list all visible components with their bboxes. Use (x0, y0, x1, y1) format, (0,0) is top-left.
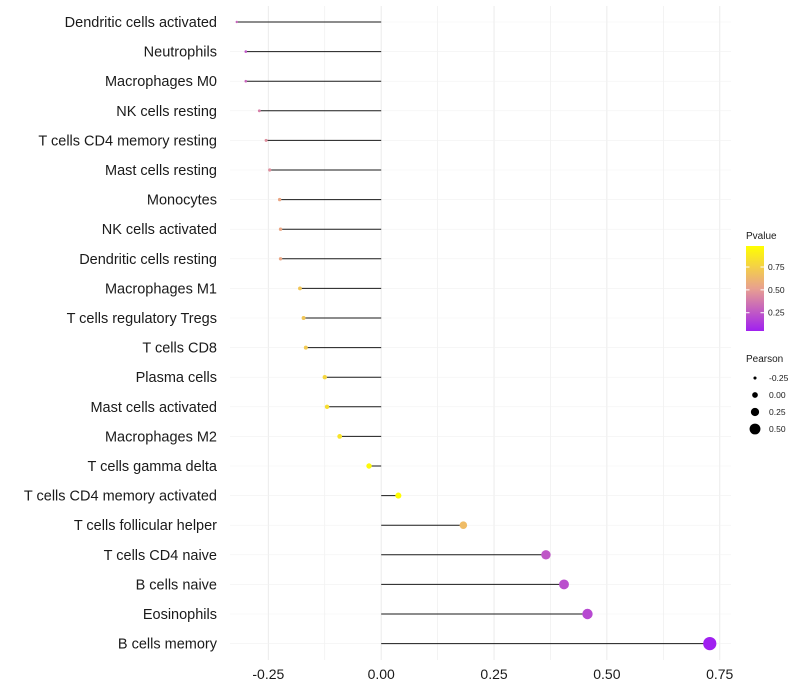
x-tick-label: 0.75 (706, 666, 733, 682)
lollipop-point (235, 20, 238, 24)
lollipop-point (268, 168, 272, 172)
lollipop-point (277, 197, 282, 202)
category-label: T cells regulatory Tregs (67, 311, 217, 327)
category-label: T cells follicular helper (74, 518, 217, 534)
category-label: NK cells activated (102, 222, 217, 238)
colorbar-tick-label: 0.50 (768, 285, 785, 295)
category-label: B cells memory (118, 637, 218, 653)
size-legend-label: -0.25 (769, 373, 789, 383)
lollipop-point (278, 257, 283, 261)
lollipop-point (322, 375, 327, 380)
lollipop-points (235, 20, 717, 651)
size-legend-key (749, 423, 761, 435)
lollipop-point (366, 463, 372, 469)
pearson-legend: Pearson -0.25 0.00 0.25 0.50 (746, 354, 789, 435)
lollipop-point (257, 109, 261, 113)
lollipop-point (324, 404, 330, 410)
lollipop-point (244, 79, 248, 83)
size-legend-label: 0.50 (769, 424, 786, 434)
lollipop-point (337, 434, 343, 439)
x-tick-label: -0.25 (252, 666, 284, 682)
category-label: Dendritic cells activated (65, 15, 217, 31)
category-label: T cells CD4 naive (104, 548, 217, 564)
category-label: NK cells resting (116, 104, 217, 120)
category-label: T cells CD4 memory activated (24, 489, 217, 505)
x-tick-label: 0.25 (480, 666, 507, 682)
lollipop-point (559, 579, 569, 590)
category-label: T cells CD4 memory resting (38, 133, 217, 149)
x-tick-label: 0.00 (368, 666, 395, 682)
colorbar-tick-label: 0.25 (768, 308, 785, 318)
lollipop-point (582, 608, 593, 620)
category-label: Macrophages M1 (105, 281, 217, 297)
category-label: Macrophages M0 (105, 74, 217, 90)
category-label: Macrophages M2 (105, 429, 217, 445)
size-legend-key (752, 392, 758, 398)
grid-lines (230, 6, 731, 660)
category-label: B cells naive (136, 577, 217, 593)
category-label: Plasma cells (136, 370, 217, 386)
pvalue-colorbar (746, 246, 764, 331)
category-label: T cells gamma delta (88, 459, 218, 475)
category-label: Mast cells activated (90, 400, 217, 416)
lollipop-point (278, 227, 283, 231)
category-label: Mast cells resting (105, 163, 217, 179)
size-legend-key (753, 376, 757, 380)
lollipop-point (395, 492, 402, 499)
pearson-legend-title: Pearson (746, 354, 783, 365)
category-label: Monocytes (147, 193, 217, 209)
size-legend-label: 0.00 (769, 390, 786, 400)
pvalue-legend: Pvalue 0.75 0.50 0.25 (746, 231, 785, 331)
size-legend-key (750, 407, 760, 417)
lollipop-point (298, 286, 302, 291)
lollipop-point (303, 345, 308, 350)
colorbar-tick-label: 0.75 (768, 262, 785, 272)
category-labels: Dendritic cells activated Neutrophils Macr… (24, 15, 218, 653)
category-label: T cells CD8 (142, 341, 217, 357)
lollipop-segments (236, 21, 710, 645)
lollipop-point (301, 316, 306, 320)
x-tick-label: 0.50 (593, 666, 620, 682)
lollipop-point (703, 637, 717, 651)
lollipop-point (264, 138, 268, 142)
lollipop-point (459, 521, 468, 529)
lollipop-point (541, 550, 551, 560)
lollipop-point (244, 50, 248, 53)
size-legend-label: 0.25 (769, 407, 786, 417)
category-label: Neutrophils (144, 45, 217, 61)
category-label: Eosinophils (143, 607, 217, 623)
x-axis-tick-labels: -0.25 0.00 0.25 0.50 0.75 (252, 666, 733, 682)
category-label: Dendritic cells resting (79, 252, 217, 268)
pvalue-legend-title: Pvalue (746, 231, 777, 242)
